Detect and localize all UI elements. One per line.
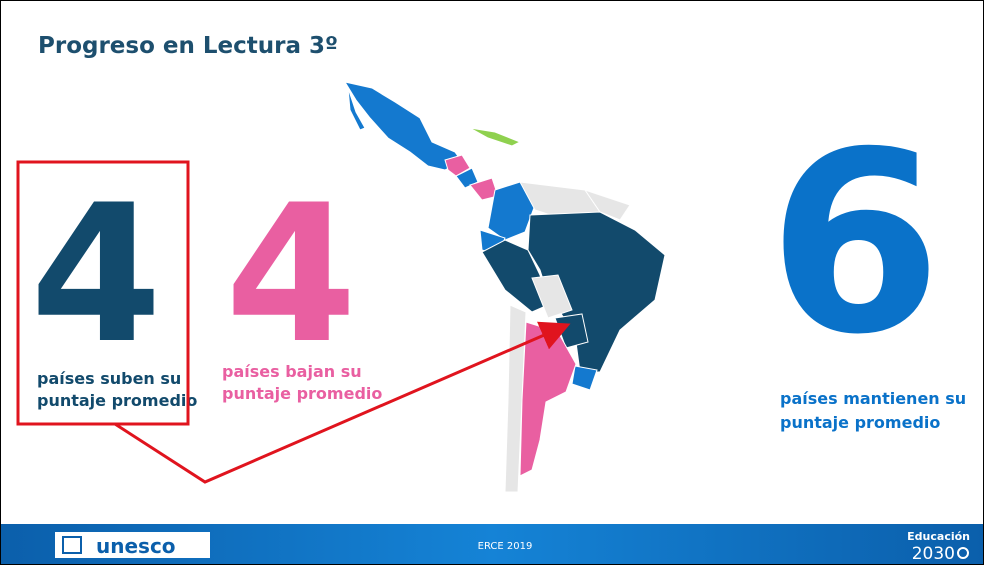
brand-top: Educación xyxy=(907,530,970,543)
stat-number: 4 xyxy=(225,164,357,385)
highlight-box xyxy=(16,160,190,426)
logo-icon xyxy=(62,536,82,554)
map xyxy=(343,81,666,493)
stat-label: puntaje promedio xyxy=(780,413,940,432)
brand-bottom: 2030 xyxy=(912,544,955,564)
logo-text: unesco xyxy=(96,534,176,558)
stat-number: 6 xyxy=(768,98,942,389)
stat-label: países bajan su xyxy=(222,362,362,381)
footer-center: ERCE 2019 xyxy=(478,541,533,552)
brand-icon xyxy=(957,547,969,559)
stat-label: países suben su xyxy=(37,369,181,388)
stat-label: puntaje promedio xyxy=(37,391,197,410)
arrow xyxy=(114,321,571,484)
stat-number: 4 xyxy=(30,164,162,385)
slide-title: Progreso en Lectura 3º xyxy=(38,33,338,59)
stat-label: países mantienen su xyxy=(780,389,966,408)
stat-label: puntaje promedio xyxy=(222,384,382,403)
